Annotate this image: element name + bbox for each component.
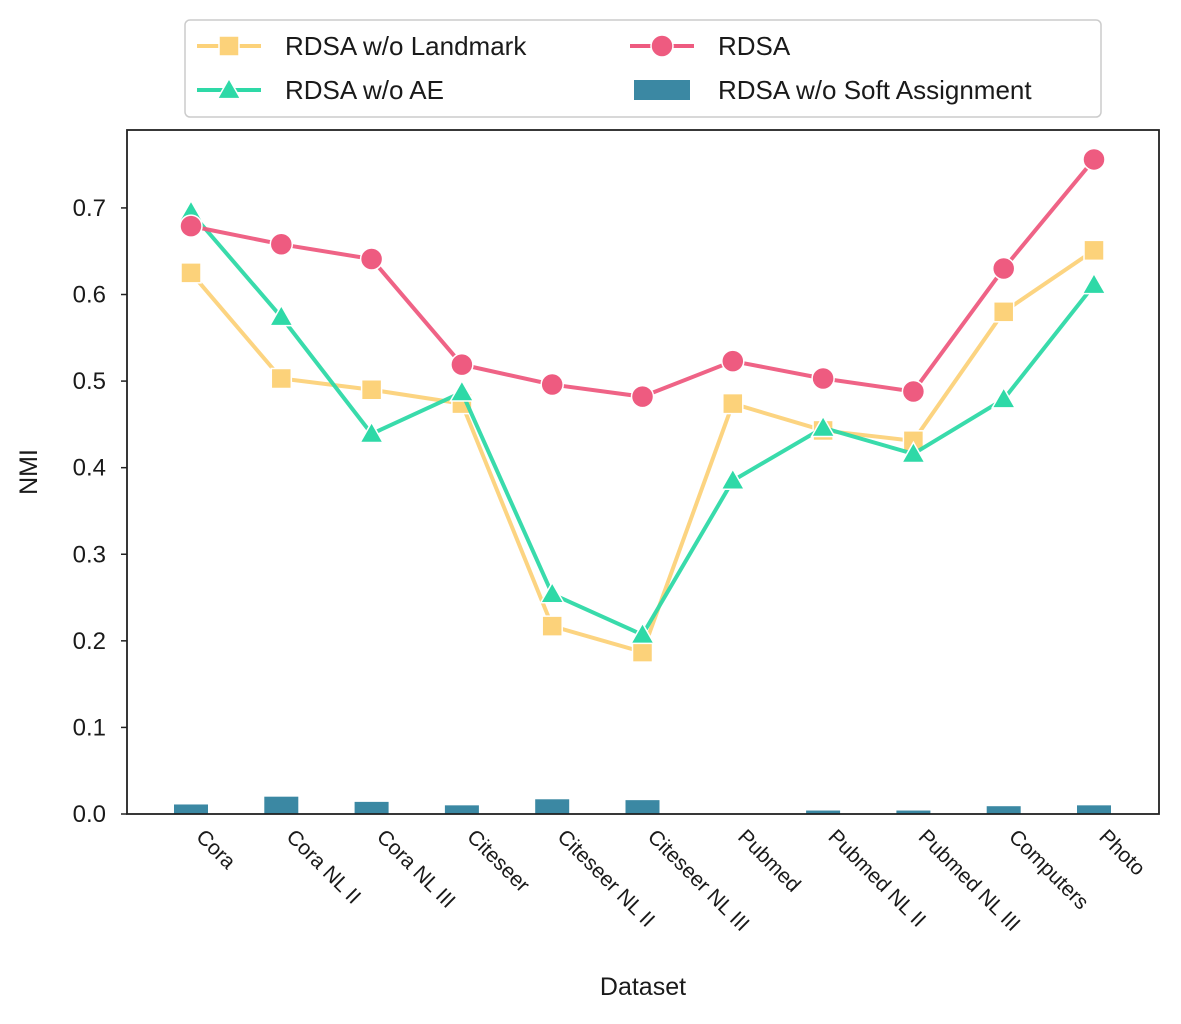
legend-marker-rdsa-w-o-landmark	[218, 35, 240, 57]
point-rdsa-w-o-ae-photo	[1081, 271, 1107, 295]
point-rdsa-pubmed-nl-ii	[811, 366, 835, 391]
line-rdsa-w-o-ae	[189, 210, 1096, 637]
legend-box	[184, 19, 1102, 118]
bar-rdsa-w-o-soft-assignment-pubmed-nl-iii	[896, 810, 931, 814]
point-rdsa-citeseer-nl-iii	[630, 384, 655, 409]
point-rdsa-w-o-ae-pubmed	[720, 467, 746, 491]
x-tick-label-citeseer: Citeseer	[462, 825, 534, 897]
line-series-group	[178, 147, 1107, 663]
line-rdsa-w-o-landmark	[189, 248, 1096, 655]
legend-label-rdsa: RDSA	[718, 31, 791, 61]
x-tick-label-cora: Cora	[191, 825, 240, 874]
point-rdsa-w-o-ae-citeseer-nl-iii	[629, 621, 656, 645]
point-rdsa-citeseer-nl-ii	[540, 372, 564, 397]
x-tick-label-pubmed: Pubmed	[733, 825, 805, 897]
bar-rdsa-w-o-soft-assignment-pubmed-nl-ii	[806, 810, 841, 814]
point-rdsa-citeseer	[450, 352, 474, 377]
point-rdsa-photo	[1082, 147, 1106, 172]
point-rdsa-w-o-ae-citeseer	[449, 379, 475, 402]
x-tick-label-photo: Photo	[1094, 825, 1149, 880]
point-rdsa-w-o-landmark-computers	[992, 301, 1015, 323]
point-rdsa-w-o-ae-pubmed-nl-iii	[900, 440, 927, 464]
legend-item-rdsa-w-o-ae: RDSA w/o AE	[197, 75, 444, 105]
legend-marker-rdsa-w-o-ae	[216, 76, 242, 100]
legend-item-rdsa: RDSA	[630, 31, 791, 61]
legend-label-rdsa-w-o-soft-assignment: RDSA w/o Soft Assignment	[718, 75, 1032, 105]
point-rdsa-w-o-ae-computers	[990, 386, 1017, 409]
point-rdsa-w-o-ae-citeseer-nl-ii	[539, 581, 565, 604]
legend-marker-rdsa	[650, 34, 674, 58]
bar-rdsa-w-o-soft-assignment-cora-nl-iii	[354, 801, 389, 814]
point-rdsa-pubmed-nl-iii	[901, 379, 926, 404]
bar-rdsa-w-o-soft-assignment-citeseer-nl-iii	[625, 800, 660, 814]
y-axis-label: NMI	[15, 449, 43, 495]
y-tick-label: 0.7	[73, 195, 106, 222]
line-rdsa	[189, 157, 1096, 399]
legend-item-rdsa-w-o-landmark: RDSA w/o Landmark	[197, 31, 527, 61]
bar-rdsa-w-o-soft-assignment-cora-nl-ii	[264, 796, 299, 814]
point-rdsa-pubmed	[721, 349, 745, 373]
point-rdsa-cora-nl-ii	[269, 232, 294, 257]
point-rdsa-computers	[991, 256, 1016, 281]
y-tick-label: 0.5	[73, 368, 106, 395]
point-rdsa-cora-nl-iii	[359, 247, 384, 271]
bar-rdsa-w-o-soft-assignment-cora	[174, 804, 208, 814]
legend-swatch-rdsa-w-o-soft-assignment	[634, 80, 690, 100]
y-tick-label: 0.2	[73, 628, 106, 655]
legend-items: RDSA w/o Landmark RDSA RDSA w/o AE RDSA w/o…	[197, 31, 1032, 105]
point-rdsa-w-o-ae-pubmed-nl-ii	[810, 414, 836, 438]
point-rdsa-w-o-landmark-cora	[180, 262, 202, 284]
x-tick-label-cora-nl-ii: Cora NL II	[282, 825, 365, 908]
bar-rdsa-w-o-soft-assignment-photo	[1077, 805, 1111, 814]
bar-series-group	[174, 796, 1111, 814]
x-tick-label-computers: Computers	[1004, 825, 1093, 914]
y-axis-ticks: 0.0 0.1 0.2 0.3 0.4 0.5 0.6 0.7	[73, 195, 127, 828]
y-tick-label: 0.6	[73, 282, 106, 309]
point-rdsa-w-o-landmark-citeseer-nl-iii	[631, 641, 654, 663]
legend-label-rdsa-w-o-ae: RDSA w/o AE	[285, 75, 444, 105]
bar-rdsa-w-o-soft-assignment-computers	[986, 806, 1021, 814]
legend: RDSA w/o Landmark RDSA RDSA w/o AE RDSA w/o…	[184, 19, 1102, 118]
x-axis-tick-labels: Cora Cora NL II Cora NL III Citeseer Citesee…	[191, 825, 1149, 936]
point-rdsa-w-o-landmark-pubmed	[722, 392, 744, 415]
plot-frame	[126, 129, 1160, 815]
point-rdsa-w-o-landmark-photo	[1083, 239, 1105, 262]
legend-item-rdsa-w-o-soft-assignment: RDSA w/o Soft Assignment	[634, 75, 1032, 105]
legend-label-rdsa-w-o-landmark: RDSA w/o Landmark	[285, 31, 527, 61]
x-tick-label-cora-nl-iii: Cora NL III	[372, 825, 460, 913]
point-rdsa-w-o-landmark-citeseer-nl-ii	[541, 615, 563, 637]
point-rdsa-w-o-ae-cora-nl-ii	[268, 304, 295, 327]
point-rdsa-w-o-ae-cora-nl-iii	[358, 420, 385, 444]
x-axis-label: Dataset	[600, 973, 686, 1001]
y-tick-label: 0.1	[73, 714, 106, 741]
y-tick-label: 0.0	[73, 801, 106, 828]
bar-rdsa-w-o-soft-assignment-citeseer	[444, 805, 479, 814]
bar-rdsa-w-o-soft-assignment-citeseer-nl-ii	[535, 799, 570, 814]
y-tick-label: 0.3	[73, 541, 106, 568]
y-tick-label: 0.4	[73, 455, 106, 482]
point-rdsa-w-o-landmark-cora-nl-iii	[360, 378, 383, 401]
point-rdsa-cora	[179, 214, 203, 238]
point-rdsa-w-o-landmark-cora-nl-ii	[270, 367, 293, 390]
